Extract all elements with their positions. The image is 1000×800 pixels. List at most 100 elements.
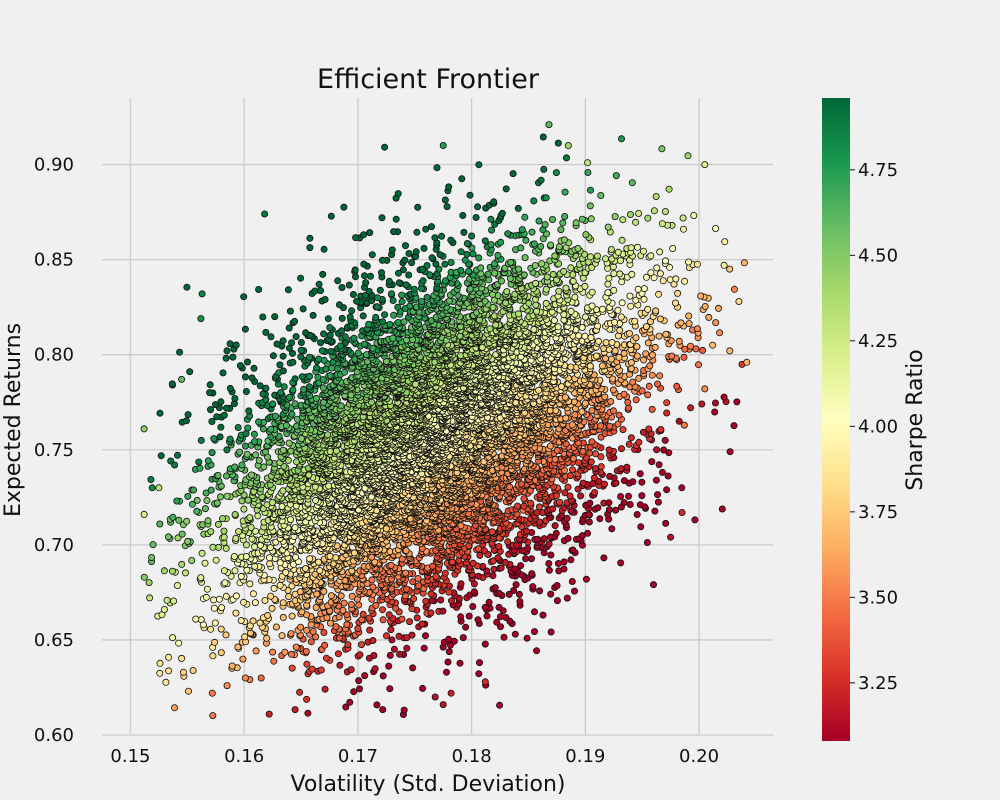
data-point bbox=[175, 639, 183, 647]
data-point bbox=[596, 515, 604, 523]
data-point bbox=[287, 650, 295, 658]
data-point bbox=[321, 685, 329, 693]
data-point bbox=[292, 643, 300, 651]
data-point bbox=[584, 529, 592, 537]
data-point bbox=[506, 483, 514, 491]
data-point bbox=[645, 425, 653, 433]
data-point bbox=[457, 522, 465, 530]
data-point bbox=[651, 507, 659, 515]
data-point bbox=[618, 445, 626, 453]
data-point bbox=[419, 684, 427, 692]
data-point bbox=[422, 597, 430, 605]
data-point bbox=[173, 451, 181, 459]
data-point bbox=[560, 558, 568, 566]
data-point bbox=[264, 611, 272, 619]
data-point bbox=[398, 615, 406, 623]
data-point bbox=[249, 617, 257, 625]
data-point bbox=[302, 648, 310, 656]
data-point bbox=[238, 497, 246, 505]
data-point bbox=[209, 712, 217, 720]
data-point bbox=[678, 484, 686, 492]
data-point bbox=[214, 520, 222, 528]
data-point bbox=[528, 555, 536, 563]
data-point bbox=[184, 492, 192, 500]
data-point bbox=[217, 423, 225, 431]
data-point bbox=[157, 452, 165, 460]
data-point bbox=[386, 651, 394, 659]
data-point bbox=[344, 641, 352, 649]
data-point bbox=[655, 461, 663, 469]
data-point bbox=[216, 433, 224, 441]
data-point bbox=[212, 556, 220, 564]
data-point bbox=[534, 535, 542, 543]
data-point bbox=[183, 517, 191, 525]
data-point bbox=[204, 517, 212, 525]
data-point bbox=[512, 581, 520, 589]
data-point bbox=[201, 559, 209, 567]
data-point bbox=[617, 559, 625, 567]
data-point bbox=[528, 570, 536, 578]
data-point bbox=[654, 498, 662, 506]
data-point bbox=[432, 573, 440, 581]
data-point bbox=[189, 667, 197, 675]
data-point bbox=[481, 640, 489, 648]
data-point bbox=[447, 597, 455, 605]
data-point bbox=[337, 592, 345, 600]
data-point bbox=[459, 634, 467, 642]
data-point bbox=[408, 631, 416, 639]
data-point bbox=[437, 596, 445, 604]
data-point bbox=[589, 480, 597, 488]
data-point bbox=[456, 659, 464, 667]
data-point bbox=[169, 513, 177, 521]
data-point bbox=[457, 580, 465, 588]
data-point bbox=[340, 599, 348, 607]
data-point bbox=[140, 573, 148, 581]
data-point bbox=[251, 599, 259, 607]
data-point bbox=[327, 592, 335, 600]
data-point bbox=[203, 585, 211, 593]
data-point bbox=[442, 668, 450, 676]
data-point bbox=[620, 477, 628, 485]
data-point bbox=[495, 543, 503, 551]
data-point bbox=[523, 634, 531, 642]
data-point bbox=[545, 560, 553, 568]
data-point bbox=[231, 567, 239, 575]
data-point bbox=[216, 493, 224, 501]
data-point bbox=[569, 466, 577, 474]
data-point bbox=[522, 555, 530, 563]
data-point bbox=[246, 514, 254, 522]
data-point bbox=[637, 523, 645, 531]
data-point bbox=[514, 502, 522, 510]
data-point bbox=[255, 456, 263, 464]
data-point bbox=[388, 585, 396, 593]
data-point bbox=[500, 633, 508, 641]
data-point bbox=[355, 601, 363, 609]
data-point bbox=[605, 446, 613, 454]
data-point bbox=[247, 524, 255, 532]
data-point bbox=[388, 636, 396, 644]
data-point bbox=[427, 609, 435, 617]
data-point bbox=[188, 557, 196, 565]
data-point bbox=[625, 492, 633, 500]
data-point bbox=[531, 628, 539, 636]
data-point bbox=[312, 496, 320, 504]
data-point bbox=[551, 522, 559, 530]
data-point bbox=[659, 468, 667, 476]
data-point bbox=[278, 502, 286, 510]
data-point bbox=[307, 621, 315, 629]
data-point bbox=[220, 567, 228, 575]
data-point bbox=[308, 665, 316, 673]
data-point bbox=[326, 552, 334, 560]
data-point bbox=[175, 516, 183, 524]
data-point bbox=[600, 554, 608, 562]
data-point bbox=[189, 486, 197, 494]
data-point bbox=[560, 565, 568, 573]
data-point bbox=[359, 610, 367, 618]
data-point bbox=[168, 567, 176, 575]
data-point bbox=[320, 587, 328, 595]
data-point bbox=[579, 479, 587, 487]
data-point bbox=[652, 476, 660, 484]
data-point bbox=[223, 492, 231, 500]
data-point bbox=[474, 616, 482, 624]
